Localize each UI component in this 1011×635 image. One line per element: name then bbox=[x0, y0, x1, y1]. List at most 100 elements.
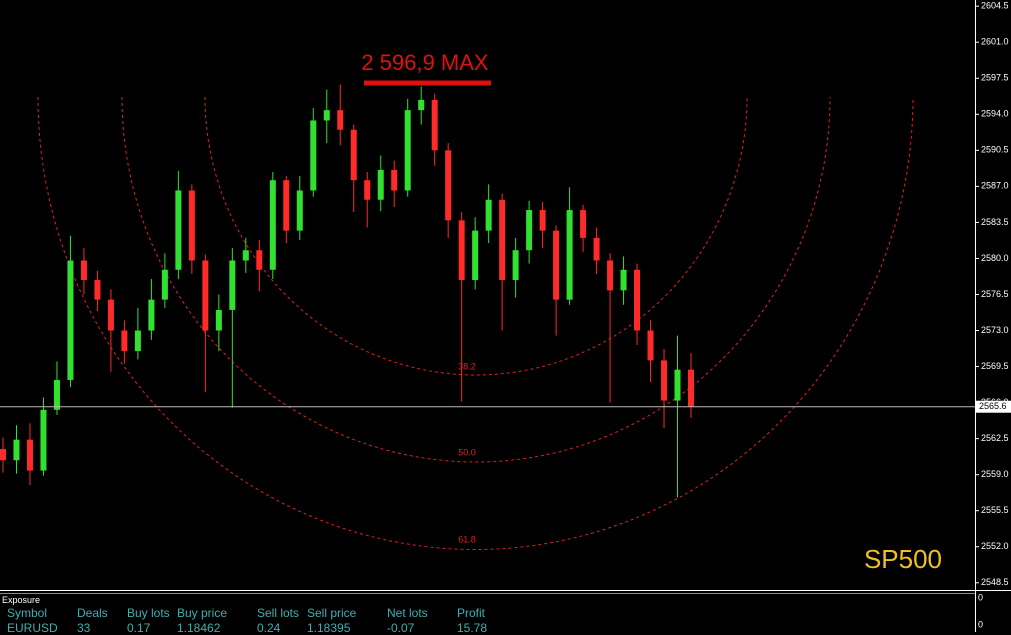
candle-body bbox=[337, 110, 344, 130]
y-tick-label: 2573.0 bbox=[981, 325, 1009, 335]
fib-label: 61.8 bbox=[458, 534, 476, 544]
candle-body bbox=[364, 180, 371, 200]
candle-body bbox=[310, 120, 317, 191]
y-tick-label: 2601.0 bbox=[981, 37, 1009, 47]
candle-body bbox=[94, 280, 101, 300]
candle-body bbox=[445, 150, 452, 221]
table-cell: -0.07 bbox=[387, 621, 415, 635]
y-tick-label: 2583.5 bbox=[981, 217, 1009, 227]
column-header: Buy price bbox=[177, 606, 228, 620]
panel-title: Exposure bbox=[2, 595, 41, 605]
y-tick-label: 2594.0 bbox=[981, 109, 1009, 119]
column-header: Sell price bbox=[307, 606, 357, 620]
candle-body bbox=[526, 210, 533, 251]
fib-label: 50.0 bbox=[458, 447, 476, 457]
candle-body bbox=[674, 369, 681, 401]
candle-body bbox=[188, 190, 195, 261]
candle-body bbox=[553, 230, 560, 300]
candle-body bbox=[256, 250, 263, 270]
candle-body bbox=[539, 210, 546, 231]
candle-body bbox=[350, 129, 357, 181]
candle-body bbox=[593, 237, 600, 261]
y-tick-label: 2597.5 bbox=[981, 73, 1009, 83]
panel-axis-label: 0 bbox=[978, 619, 983, 629]
candle-body bbox=[296, 190, 303, 231]
candle-body bbox=[26, 439, 33, 471]
candle-body bbox=[134, 330, 141, 352]
last-price-label: 2565.6 bbox=[979, 401, 1007, 411]
candle-body bbox=[53, 379, 60, 410]
candle-body bbox=[13, 439, 20, 461]
candle-body bbox=[40, 409, 47, 471]
table-cell: EURUSD bbox=[7, 621, 58, 635]
y-tick-label: 2569.5 bbox=[981, 361, 1009, 371]
candle-body bbox=[67, 260, 74, 380]
table-cell: 1.18462 bbox=[177, 621, 221, 635]
column-header: Net lots bbox=[387, 606, 428, 620]
candle-body bbox=[283, 180, 290, 231]
y-tick-label: 2555.5 bbox=[981, 505, 1009, 515]
max-annotation: 2 596,9 MAX bbox=[361, 50, 489, 75]
candle-body bbox=[580, 210, 587, 238]
candle-body bbox=[472, 230, 479, 281]
candle-body bbox=[323, 110, 330, 121]
last-price-box bbox=[976, 400, 1011, 413]
candle-body bbox=[607, 260, 614, 291]
candle-body bbox=[620, 269, 627, 291]
candle-body bbox=[431, 99, 438, 151]
y-tick-label: 2562.5 bbox=[981, 433, 1009, 443]
candles bbox=[0, 84, 694, 498]
candle-body bbox=[0, 448, 6, 461]
candle-body bbox=[229, 260, 236, 310]
fib-label: 38.2 bbox=[458, 361, 476, 371]
y-tick-label: 2548.5 bbox=[981, 577, 1009, 587]
candle-body bbox=[148, 299, 155, 331]
candle-body bbox=[161, 269, 168, 300]
column-header: Buy lots bbox=[127, 606, 170, 620]
y-tick-label: 2552.0 bbox=[981, 541, 1009, 551]
candle-body bbox=[688, 369, 694, 407]
candle-body bbox=[242, 250, 249, 261]
y-tick-label: 2580.0 bbox=[981, 253, 1009, 263]
table-cell: 0.24 bbox=[257, 621, 281, 635]
table-cell: 0.17 bbox=[127, 621, 151, 635]
candle-body bbox=[661, 360, 668, 401]
y-tick-label: 2587.0 bbox=[981, 181, 1009, 191]
candle-body bbox=[647, 330, 654, 361]
candle-body bbox=[377, 169, 384, 200]
candle-body bbox=[175, 190, 182, 270]
candle-body bbox=[215, 309, 222, 331]
candle-body bbox=[121, 330, 128, 352]
candle-body bbox=[566, 210, 573, 300]
candle-body bbox=[418, 99, 425, 111]
y-tick-label: 2604.5 bbox=[981, 1, 1009, 11]
candle-body bbox=[634, 269, 641, 331]
exposure-panel: Exposure Symbol Deals Buy lots Buy price Sel… bbox=[0, 591, 975, 635]
candle-body bbox=[107, 299, 114, 331]
candle-body bbox=[269, 180, 276, 270]
symbol-label: SP500 bbox=[864, 544, 942, 574]
candle-body bbox=[485, 199, 492, 231]
panel-axis-label: 0 bbox=[978, 592, 983, 602]
column-header: Symbol bbox=[7, 606, 48, 620]
candle-body bbox=[499, 199, 506, 281]
candle-body bbox=[80, 260, 87, 281]
y-tick-label: 2576.5 bbox=[981, 289, 1009, 299]
column-header: Profit bbox=[457, 606, 486, 620]
table-cell: 33 bbox=[77, 621, 91, 635]
candle-body bbox=[404, 110, 411, 191]
candle-body bbox=[202, 260, 209, 331]
column-header: Sell lots bbox=[257, 606, 300, 620]
table-cell: 1.18395 bbox=[307, 621, 351, 635]
y-tick-label: 2590.5 bbox=[981, 145, 1009, 155]
candle-body bbox=[391, 169, 398, 191]
y-tick-label: 2559.0 bbox=[981, 469, 1009, 479]
fib-arc bbox=[37, 96, 914, 550]
price-axis: 2548.52552.02555.52559.02562.52566.02569… bbox=[975, 1, 1009, 587]
table-cell: 15.78 bbox=[457, 621, 488, 635]
candle-body bbox=[458, 220, 465, 281]
fib-arc bbox=[204, 96, 748, 376]
